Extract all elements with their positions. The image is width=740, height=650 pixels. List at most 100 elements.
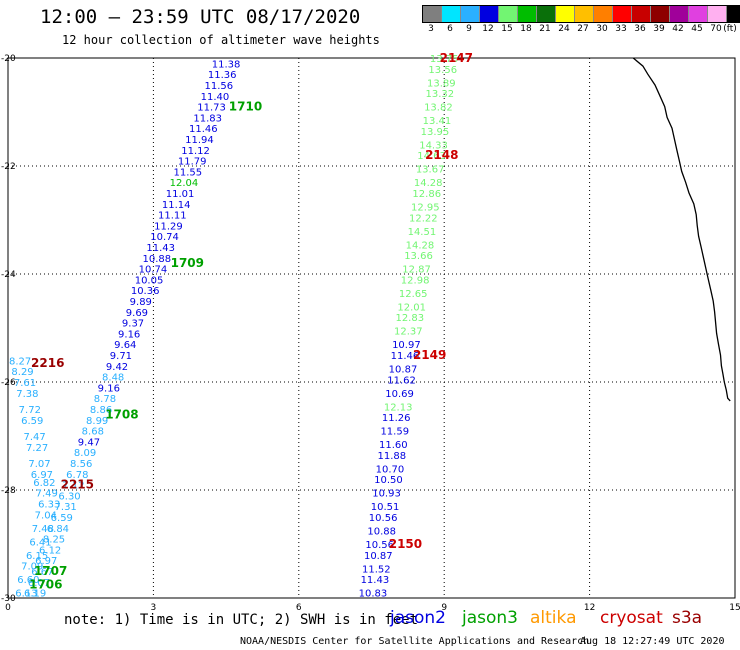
y-tick-label: -22 xyxy=(1,162,16,172)
wave-height-label: 7.09 xyxy=(21,562,43,573)
satellite-label: cryosat xyxy=(600,608,663,628)
footer-note: note: 1) Time is in UTC; 2) SWH is in fe… xyxy=(64,612,419,628)
wave-height-label: 11.46 xyxy=(189,124,218,135)
x-tick-label: 12 xyxy=(584,603,595,613)
wave-height-label: 12.04 xyxy=(170,178,199,189)
coastline xyxy=(632,57,731,402)
legend-swatch xyxy=(689,6,708,22)
legend-swatch xyxy=(442,6,461,22)
legend-swatch xyxy=(575,6,594,22)
satellite-label: s3a xyxy=(672,608,703,628)
wave-height-label: 8.27 xyxy=(9,356,31,367)
wave-height-label: 12.98 xyxy=(401,275,430,286)
legend-swatch xyxy=(499,6,518,22)
legend-bin-label: 30 xyxy=(596,24,608,34)
wave-height-label: 12.86 xyxy=(412,189,441,200)
wave-height-label: 7.04 xyxy=(35,510,57,521)
wave-height-label: 11.62 xyxy=(387,375,416,386)
wave-height-label: 14.28 xyxy=(406,240,435,251)
x-tick-label: 15 xyxy=(729,603,740,613)
wave-height-label: 10.56 xyxy=(365,540,394,551)
wave-height-label: 8.68 xyxy=(82,427,104,438)
wave-height-label: 8.29 xyxy=(11,367,33,378)
wave-height-label: 9.42 xyxy=(106,362,128,373)
legend-unit: (ft) xyxy=(723,24,737,34)
wave-height-label: 11.88 xyxy=(378,451,407,462)
pass-time-label: 2149 xyxy=(413,348,446,362)
wave-height-label: 12.87 xyxy=(402,265,431,276)
pass-time-label: 2216 xyxy=(31,356,64,370)
wave-height-label: 10.56 xyxy=(369,513,398,524)
wave-height-label: 6.12 xyxy=(39,545,61,556)
wave-height-label: 11.55 xyxy=(173,167,202,178)
wave-height-label: 6.30 xyxy=(58,491,80,502)
x-tick-label: 3 xyxy=(151,603,157,613)
wave-height-label: 6.13 xyxy=(15,589,37,600)
wave-height-label: 9.47 xyxy=(78,437,100,448)
plot-frame xyxy=(7,57,736,599)
pass-time-label: 2147 xyxy=(440,51,473,65)
pass-time-label: 2150 xyxy=(389,537,422,551)
color-legend-bar xyxy=(422,5,740,23)
wave-height-label: 7.47 xyxy=(24,432,46,443)
footer-timestamp: Aug 18 12:27:49 UTC 2020 xyxy=(580,636,725,647)
wave-height-label: 10.69 xyxy=(385,389,414,400)
pass-time-label: 2148 xyxy=(425,148,458,162)
wave-height-label: 10.83 xyxy=(359,589,388,600)
wave-height-label: 14.51 xyxy=(408,227,437,238)
wave-height-label: 13.66 xyxy=(404,251,433,262)
wave-height-label: 12.22 xyxy=(409,213,438,224)
wave-height-label: 8.99 xyxy=(86,416,108,427)
wave-height-label: 9.64 xyxy=(114,340,136,351)
wave-height-label: 10.97 xyxy=(392,340,421,351)
legend-bin-label: 12 xyxy=(482,24,494,34)
legend-swatch xyxy=(461,6,480,22)
wave-height-label: 6.41 xyxy=(29,537,51,548)
legend-swatch xyxy=(651,6,670,22)
wave-height-label: 13.67 xyxy=(416,165,445,176)
wave-height-label: 8.86 xyxy=(90,405,112,416)
legend-bin-label: 45 xyxy=(691,24,703,34)
wave-height-label: 7.27 xyxy=(26,443,48,454)
wave-height-label: 8.48 xyxy=(102,373,124,384)
wave-height-label: 10.87 xyxy=(364,551,393,562)
wave-height-label: 10.88 xyxy=(367,527,396,538)
x-tick-label: 9 xyxy=(441,603,447,613)
wave-height-label: 11.59 xyxy=(380,427,409,438)
wave-height-label: 8.78 xyxy=(94,394,116,405)
wave-height-label: 11.01 xyxy=(166,189,195,200)
chart-title: 12:00 – 23:59 UTC 08/17/2020 xyxy=(40,6,361,28)
legend-swatch xyxy=(594,6,613,22)
wave-height-label: 8.56 xyxy=(70,459,92,470)
wave-height-label: 14.63 xyxy=(417,151,446,162)
wave-height-label: 10.88 xyxy=(142,254,171,265)
legend-swatch xyxy=(727,6,740,22)
wave-height-label: 11.26 xyxy=(382,413,411,424)
x-tick-label: 0 xyxy=(5,603,11,613)
wave-height-label: 6.78 xyxy=(66,470,88,481)
wave-height-label: 7.07 xyxy=(28,459,50,470)
legend-bin-label: 21 xyxy=(539,24,551,34)
wave-height-label: 6.84 xyxy=(47,524,69,535)
wave-height-label: 6.33 xyxy=(38,500,60,511)
wave-height-label: 11.52 xyxy=(362,564,391,575)
wave-height-label: 6.82 xyxy=(33,478,55,489)
legend-bin-label: 36 xyxy=(634,24,646,34)
wave-height-label: 12.83 xyxy=(395,313,424,324)
wave-height-label: 10.87 xyxy=(389,365,418,376)
wave-height-label: 12.01 xyxy=(397,302,426,313)
wave-height-label: 10.93 xyxy=(372,489,401,500)
y-tick-label: -30 xyxy=(1,594,16,604)
wave-height-label: 10.36 xyxy=(131,286,160,297)
satellite-label: jason3 xyxy=(462,608,518,628)
wave-height-label: 11.11 xyxy=(158,211,187,222)
legend-swatch xyxy=(632,6,651,22)
pass-time-label: 1707 xyxy=(34,564,67,578)
y-tick-label: -28 xyxy=(1,486,16,496)
wave-height-label: 11.14 xyxy=(162,200,191,211)
wave-height-label: 13.89 xyxy=(427,78,456,89)
wave-height-label: 12.13 xyxy=(384,402,413,413)
satellite-label: altika xyxy=(530,608,577,628)
legend-bin-label: 3 xyxy=(428,24,434,34)
wave-height-label: 6.15 xyxy=(26,551,48,562)
